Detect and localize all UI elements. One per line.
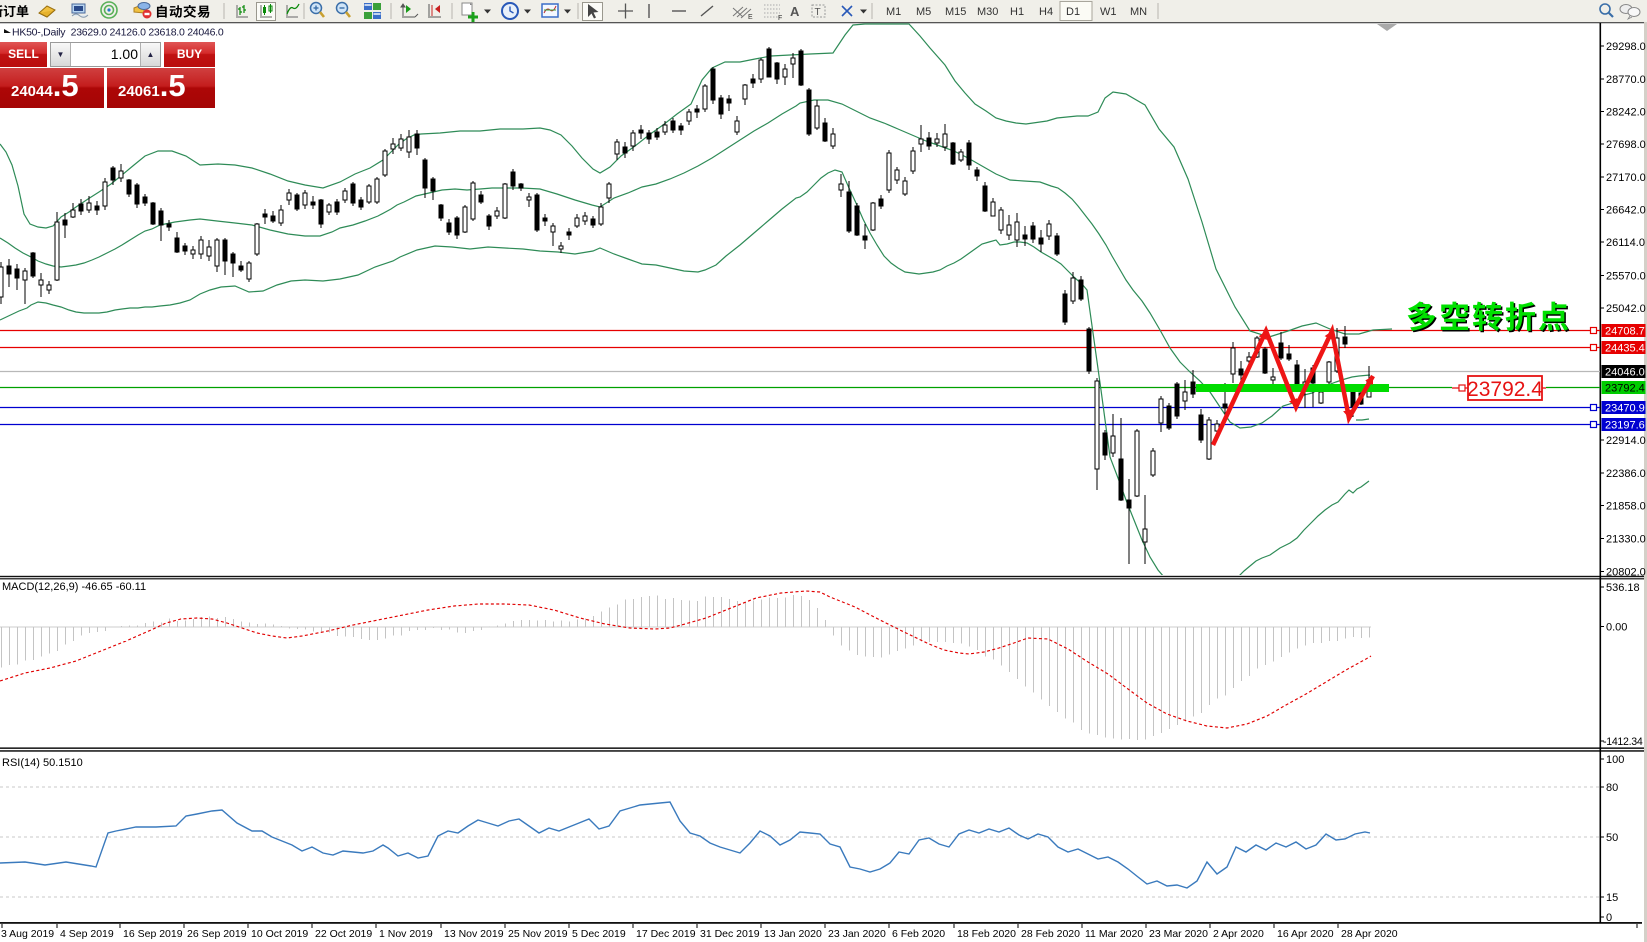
svg-text:24708.7: 24708.7: [1605, 326, 1645, 338]
svg-text:28242.0: 28242.0: [1606, 107, 1646, 119]
svg-text:17 Dec 2019: 17 Dec 2019: [636, 928, 696, 940]
svg-text:23470.9: 23470.9: [1605, 403, 1645, 415]
svg-text:26642.0: 26642.0: [1606, 205, 1646, 217]
svg-text:F: F: [778, 15, 782, 22]
svg-text:24046.0: 24046.0: [1605, 367, 1645, 379]
svg-text:10 Oct 2019: 10 Oct 2019: [251, 928, 308, 940]
svg-text:M30: M30: [977, 6, 998, 18]
svg-text:13 Nov 2019: 13 Nov 2019: [444, 928, 504, 940]
svg-text:HK50-,Daily 23629.0 24126.0 2: HK50-,Daily 23629.0 24126.0 23618.0 2404…: [12, 27, 224, 39]
svg-text:28770.0: 28770.0: [1606, 74, 1646, 86]
svg-text:23 Mar 2020: 23 Mar 2020: [1149, 928, 1208, 940]
svg-text:MACD(12,26,9) -46.65 -60.11: MACD(12,26,9) -46.65 -60.11: [2, 581, 146, 593]
svg-text:31 Dec 2019: 31 Dec 2019: [700, 928, 760, 940]
svg-text:M15: M15: [945, 6, 966, 18]
svg-text:23792.4: 23792.4: [1605, 383, 1645, 395]
svg-text:M5: M5: [916, 6, 931, 18]
svg-text:-1412.34: -1412.34: [1603, 736, 1643, 748]
svg-text:M1: M1: [886, 6, 901, 18]
svg-text:24435.4: 24435.4: [1605, 343, 1645, 355]
svg-text:20802.0: 20802.0: [1606, 567, 1646, 579]
svg-text:1 Nov 2019: 1 Nov 2019: [379, 928, 433, 940]
svg-text:W1: W1: [1100, 6, 1117, 18]
svg-text:28 Feb 2020: 28 Feb 2020: [1021, 928, 1080, 940]
svg-text:16 Apr 2020: 16 Apr 2020: [1277, 928, 1334, 940]
svg-text:H1: H1: [1010, 6, 1024, 18]
svg-text:E: E: [748, 14, 753, 21]
svg-text:0.00: 0.00: [1606, 622, 1627, 634]
svg-text:28 Apr 2020: 28 Apr 2020: [1341, 928, 1398, 940]
svg-text:25042.0: 25042.0: [1606, 303, 1646, 315]
svg-text:27698.0: 27698.0: [1606, 139, 1646, 151]
svg-text:23792.4: 23792.4: [1467, 378, 1543, 401]
svg-text:D1: D1: [1066, 6, 1080, 18]
svg-text:22 Oct 2019: 22 Oct 2019: [315, 928, 372, 940]
svg-text:13 Jan 2020: 13 Jan 2020: [764, 928, 822, 940]
svg-text:18 Feb 2020: 18 Feb 2020: [957, 928, 1016, 940]
svg-text:23197.6: 23197.6: [1605, 420, 1645, 432]
svg-text:50: 50: [1606, 832, 1618, 844]
svg-text:25 Nov 2019: 25 Nov 2019: [508, 928, 568, 940]
svg-text:100: 100: [1606, 754, 1624, 766]
svg-text:RSI(14) 50.1510: RSI(14) 50.1510: [2, 757, 83, 769]
svg-text:11 Mar 2020: 11 Mar 2020: [1085, 928, 1143, 940]
svg-text:5 Dec 2019: 5 Dec 2019: [572, 928, 626, 940]
svg-text:15: 15: [1606, 892, 1618, 904]
svg-text:26114.0: 26114.0: [1606, 237, 1645, 249]
svg-text:T: T: [815, 7, 821, 18]
svg-text:21330.0: 21330.0: [1606, 534, 1646, 546]
svg-text:4 Sep 2019: 4 Sep 2019: [60, 928, 114, 940]
svg-text:H4: H4: [1039, 6, 1053, 18]
svg-text:27170.0: 27170.0: [1606, 172, 1646, 184]
svg-text:21858.0: 21858.0: [1606, 501, 1646, 513]
svg-text:26 Sep 2019: 26 Sep 2019: [187, 928, 247, 940]
svg-text:2 Apr 2020: 2 Apr 2020: [1213, 928, 1264, 940]
svg-text:80: 80: [1606, 782, 1618, 794]
svg-text:0: 0: [1606, 912, 1612, 924]
svg-text:6 Feb 2020: 6 Feb 2020: [892, 928, 945, 940]
svg-text:22914.0: 22914.0: [1606, 435, 1646, 447]
svg-text:3 Aug 2019: 3 Aug 2019: [1, 928, 54, 940]
svg-text:536.18: 536.18: [1606, 582, 1640, 594]
svg-text:23 Jan 2020: 23 Jan 2020: [828, 928, 886, 940]
svg-text:29298.0: 29298.0: [1606, 41, 1646, 53]
svg-text:22386.0: 22386.0: [1606, 468, 1646, 480]
svg-text:25570.0: 25570.0: [1606, 271, 1646, 283]
svg-text:A: A: [790, 4, 800, 19]
svg-text:16 Sep 2019: 16 Sep 2019: [123, 928, 183, 940]
svg-text:MN: MN: [1130, 6, 1147, 18]
